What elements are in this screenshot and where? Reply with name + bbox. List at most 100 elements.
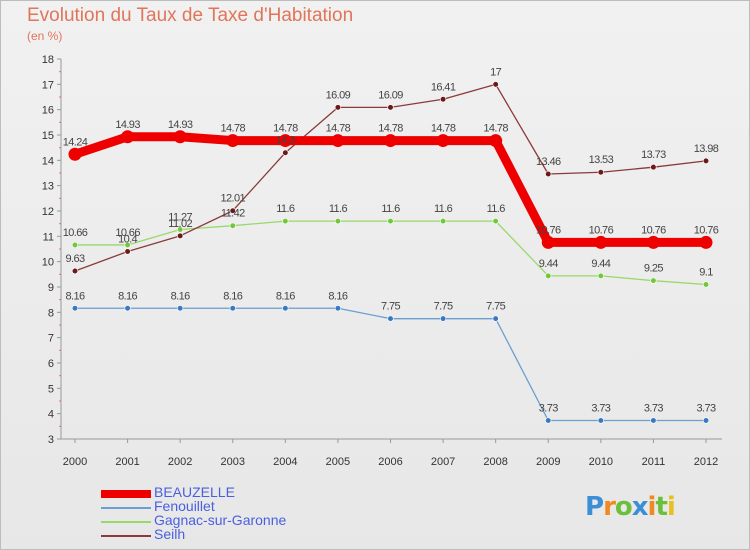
- data-label-fenouillet: 8.16: [65, 290, 84, 302]
- data-point-seilh: [229, 207, 236, 214]
- y-tick-label: 5: [48, 383, 54, 395]
- data-label-fenouillet: 8.16: [118, 290, 137, 302]
- data-point-beauzelle: [384, 134, 397, 148]
- data-label-seilh: 16.09: [326, 89, 351, 101]
- data-label-gagnac-sur-garonne: 9.1: [699, 266, 713, 278]
- series-line-fenouillet: [74, 307, 707, 422]
- legend-label: Gagnac-sur-Garonne: [154, 512, 287, 528]
- data-label-seilh: 11.02: [168, 218, 192, 230]
- data-label-beauzelle: 14.93: [115, 119, 140, 131]
- x-tick-label: 2000: [63, 456, 87, 468]
- data-point-seilh: [702, 157, 710, 164]
- data-point-gagnac-sur-garonne: [229, 222, 236, 229]
- y-tick-label: 11: [43, 231, 54, 243]
- data-label-gagnac-sur-garonne: 11.6: [434, 203, 453, 215]
- data-label-gagnac-sur-garonne: 9.25: [644, 263, 663, 275]
- data-point-beauzelle: [489, 134, 503, 148]
- y-tick-label: 16: [42, 105, 54, 117]
- y-tick-label: 18: [42, 54, 54, 66]
- y-tick-label: 6: [48, 358, 54, 370]
- data-point-seilh: [177, 232, 184, 239]
- data-point-gagnac-sur-garonne: [124, 241, 131, 249]
- logo-letter: t: [655, 492, 667, 522]
- data-point-beauzelle: [594, 235, 608, 249]
- data-label-beauzelle: 14.78: [431, 123, 456, 135]
- x-tick-label: 2003: [221, 456, 245, 468]
- logo-letter: i: [666, 492, 676, 522]
- y-tick-label: 13: [42, 181, 54, 193]
- x-tick-label: 2008: [483, 456, 507, 468]
- data-label-fenouillet: 8.16: [276, 290, 295, 302]
- data-label-fenouillet: 3.73: [539, 403, 558, 415]
- logo-letter: x: [631, 492, 649, 522]
- data-label-beauzelle: 14.93: [168, 119, 193, 131]
- data-point-seilh: [492, 81, 499, 88]
- data-label-fenouillet: 8.16: [328, 290, 347, 302]
- data-label-seilh: 14.3: [276, 135, 295, 147]
- data-point-seilh: [597, 169, 604, 176]
- data-label-beauzelle: 14.78: [378, 123, 403, 135]
- data-point-seilh: [439, 96, 447, 103]
- data-label-beauzelle: 14.78: [326, 123, 351, 135]
- x-tick-label: 2007: [431, 456, 455, 468]
- data-point-fenouillet: [492, 315, 499, 322]
- data-label-seilh: 16.09: [378, 89, 403, 101]
- y-tick-label: 4: [48, 409, 54, 421]
- data-label-gagnac-sur-garonne: 11.6: [487, 203, 506, 215]
- data-label-seilh: 9.63: [65, 253, 84, 265]
- data-point-fenouillet: [124, 305, 131, 312]
- data-point-gagnac-sur-garonne: [282, 218, 289, 225]
- y-tick-label: 17: [42, 79, 54, 91]
- x-tick-label: 2001: [115, 456, 139, 468]
- data-point-gagnac-sur-garonne: [387, 218, 394, 225]
- series-beauzelle: [68, 130, 713, 249]
- data-label-fenouillet: 7.75: [434, 301, 453, 313]
- data-point-fenouillet: [387, 315, 394, 322]
- data-point-fenouillet: [702, 417, 710, 424]
- data-label-fenouillet: 3.73: [696, 403, 715, 415]
- data-point-gagnac-sur-garonne: [702, 281, 710, 288]
- chart-title: Evolution du Taux de Taxe d'Habitation: [27, 5, 354, 26]
- data-label-gagnac-sur-garonne: 11.27: [168, 211, 192, 223]
- data-point-gagnac-sur-garonne: [545, 272, 552, 279]
- data-point-seilh: [282, 149, 289, 156]
- data-label-beauzelle: 10.76: [589, 224, 614, 236]
- logo-letter: o: [614, 492, 633, 522]
- data-label-fenouillet: 8.16: [223, 290, 242, 302]
- data-point-seilh: [71, 267, 79, 275]
- logo-letter: i: [647, 492, 657, 522]
- data-point-seilh: [334, 104, 342, 111]
- x-tick-label: 2012: [694, 456, 718, 468]
- data-label-seilh: 16.41: [431, 81, 456, 93]
- legend-swatch: [101, 490, 151, 498]
- data-label-fenouillet: 7.75: [381, 301, 400, 313]
- legend-label: Seilh: [154, 526, 186, 542]
- y-tick-label: 8: [48, 307, 54, 319]
- x-tick-label: 2010: [589, 456, 613, 468]
- data-point-beauzelle: [646, 235, 660, 249]
- proxiti-logo: Proxiti: [585, 492, 676, 522]
- logo-letter: r: [603, 492, 616, 522]
- data-label-beauzelle: 14.78: [273, 123, 298, 135]
- data-point-fenouillet: [71, 305, 79, 312]
- logo-letter: P: [585, 492, 604, 522]
- data-label-beauzelle: 14.78: [483, 123, 508, 135]
- data-label-seilh: 12.01: [220, 193, 245, 205]
- data-point-fenouillet: [229, 305, 236, 312]
- y-tick-label: 3: [48, 434, 54, 446]
- data-point-beauzelle: [541, 235, 555, 249]
- data-point-beauzelle: [68, 147, 82, 161]
- data-label-fenouillet: 3.73: [591, 403, 610, 415]
- x-tick-label: 2006: [378, 456, 402, 468]
- data-label-gagnac-sur-garonne: 11.6: [329, 203, 348, 215]
- data-label-beauzelle: 14.24: [63, 136, 88, 148]
- data-label-seilh: 13.46: [536, 156, 561, 168]
- data-point-seilh: [387, 104, 394, 111]
- data-point-fenouillet: [597, 417, 604, 424]
- series-seilh: [71, 81, 710, 275]
- data-label-gagnac-sur-garonne: 10.66: [63, 227, 88, 239]
- data-label-seilh: 13.73: [641, 149, 666, 161]
- x-tick-label: 2002: [168, 456, 192, 468]
- data-label-beauzelle: 10.76: [641, 224, 666, 236]
